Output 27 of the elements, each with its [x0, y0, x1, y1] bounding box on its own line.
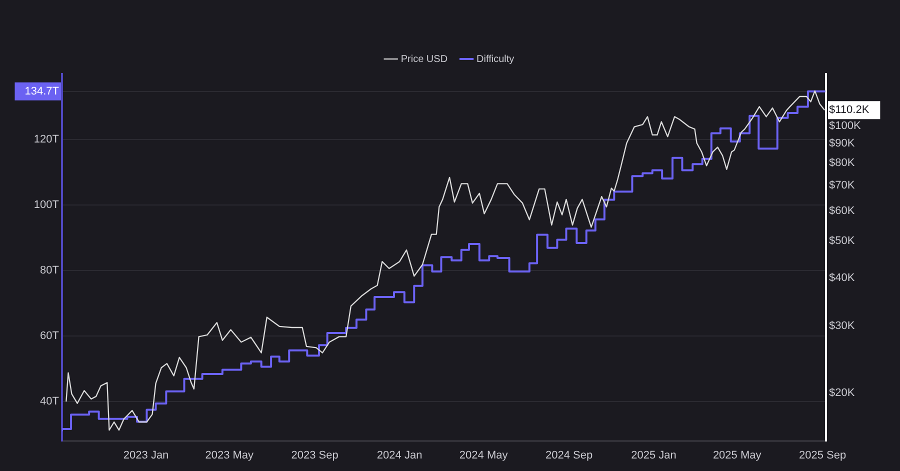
x-tick-label: 2024 Jan	[376, 449, 422, 462]
y2-tick-label: $50K	[829, 235, 856, 248]
y-tick-label: 80T	[40, 264, 60, 277]
x-tick-label: 2025 Jan	[631, 449, 676, 462]
x-tick-label: 2023 Sep	[291, 449, 338, 462]
y-tick-label: 100T	[34, 199, 60, 212]
x-tick-label: 2024 May	[459, 449, 508, 462]
x-tick-label: 2023 May	[205, 449, 254, 462]
y-tick-label: 120T	[34, 134, 60, 146]
y2-tick-label: $30K	[829, 320, 856, 332]
y2-tick-label: $70K	[829, 179, 856, 192]
x-tick-label: 2025 Sep	[798, 449, 846, 462]
y2-tick-label: $40K	[829, 272, 856, 284]
legend-label: Difficulty	[476, 54, 514, 65]
y2-tick-label: $60K	[829, 204, 856, 217]
y-tick-label: 60T	[40, 330, 60, 342]
legend-label: Price USD	[400, 54, 448, 65]
y2-tick-label: $20K	[829, 387, 856, 400]
y2-tick-label: $80K	[829, 157, 856, 170]
y-tick-label: 134.7T	[24, 85, 60, 98]
x-tick-label: 2025 May	[712, 449, 762, 462]
x-tick-label: 2023 Jan	[123, 449, 169, 462]
y-tick-label: 40T	[40, 396, 60, 408]
y2-tick-label: $110.2K	[829, 104, 870, 116]
x-tick-label: 2024 Sep	[545, 449, 593, 462]
y2-tick-label: $90K	[829, 138, 856, 150]
y2-tick-label: $100K	[829, 120, 862, 132]
